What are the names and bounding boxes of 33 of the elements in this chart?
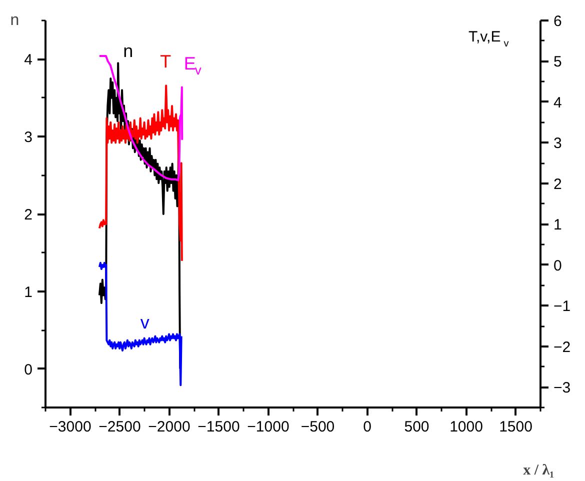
y2-tick-label: −3 [554,380,571,397]
y2-tick-label: 1 [554,216,562,234]
y-axis-title: n [10,12,20,29]
y-tick-label: 2 [24,206,32,224]
x-tick-label: 0 [363,418,372,436]
series-label: v [140,312,150,332]
x-tick-label: −1500 [198,418,240,436]
x-tick-label: −2500 [98,418,141,436]
y-tick-label: 1 [24,284,32,301]
y2-tick-label: 2 [554,176,562,193]
y2-tick-label: −2 [554,338,571,356]
y2-tick-label: 4 [554,94,562,112]
x-tick-label: 500 [404,418,430,436]
x-tick-label: −2000 [148,418,190,436]
x-tick-label: 1000 [450,418,483,436]
y-tick-label: 3 [24,129,32,146]
x-tick-label: −1000 [247,418,290,436]
y2-tick-label: 5 [554,54,562,71]
line-series [98,262,182,386]
y-tick-label: 0 [24,361,32,378]
line-series [98,84,183,262]
series-label: T [160,52,172,72]
y2-tick-label: 6 [554,13,562,30]
y-tick-label: 4 [24,52,32,69]
y2-axis-title: T,v,Ev [468,28,509,50]
x-tick-label: −500 [300,418,335,436]
y2-tick-label: 3 [554,135,562,152]
x-tick-label: 1500 [499,418,532,436]
series-label: n [123,41,134,62]
x-tick-label: −3000 [49,418,92,436]
y2-tick-label: −1 [554,298,571,316]
y2-tick-label: 0 [554,257,562,274]
x-axis-title: x / λ₁ [523,462,554,478]
